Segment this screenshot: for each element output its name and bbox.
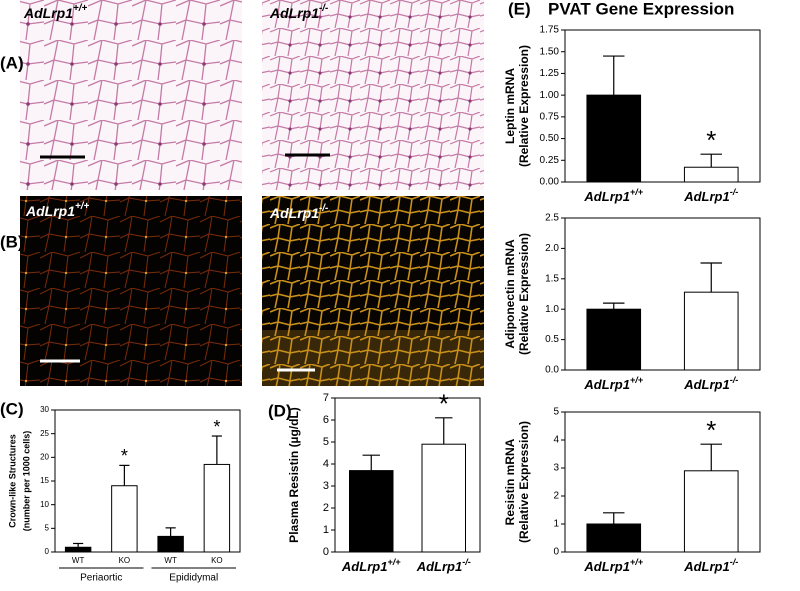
panel-label: (D) <box>268 401 292 420</box>
y-tick-label: 1.25 <box>540 68 560 79</box>
x-tick-label: WT <box>164 556 177 565</box>
y-tick-label: 1 <box>553 519 559 530</box>
y-axis-label: (Relative Expression) <box>517 421 531 543</box>
y-axis-label: (Relative Expression) <box>517 233 531 355</box>
y-tick-label: 0.75 <box>540 111 560 122</box>
y-tick-label: 1.5 <box>545 273 559 284</box>
y-tick-label: 2 <box>553 491 559 502</box>
fluorescence-image <box>262 196 484 386</box>
y-tick-label: 3 <box>553 463 559 474</box>
bar <box>203 463 231 553</box>
y-tick-label: 0.50 <box>540 133 560 144</box>
y-axis-label: Leptin mRNA <box>503 68 517 144</box>
significance-mark: * <box>706 415 716 445</box>
image-label: AdLrp1+/+ <box>25 201 89 219</box>
x-tick-label: KO <box>119 556 131 565</box>
y-tick-label: 1.50 <box>540 46 560 57</box>
group-label: Epididymal <box>169 573 218 584</box>
y-axis-label: Crown-like Structures <box>7 434 17 528</box>
y-tick-label: 0.0 <box>545 365 559 376</box>
panel-label: (A) <box>0 53 24 72</box>
plot-frame <box>564 411 761 553</box>
x-tick-label: AdLrp1-/- <box>683 557 738 574</box>
plot-frame <box>564 217 761 371</box>
panel-label: (B) <box>0 232 24 251</box>
fluorescence-band <box>262 330 484 386</box>
y-tick-label: 20 <box>40 452 49 461</box>
fluorescence-image <box>20 196 242 386</box>
y-tick-label: 0.00 <box>540 177 560 188</box>
x-tick-label: KO <box>211 556 223 565</box>
y-tick-label: 0.5 <box>545 334 559 345</box>
x-tick-label: AdLrp1-/- <box>416 557 471 574</box>
y-tick-label: 30 <box>40 405 49 414</box>
y-tick-label: 15 <box>40 476 49 485</box>
y-tick-label: 10 <box>40 500 49 509</box>
y-tick-label: 5 <box>553 407 559 418</box>
y-tick-label: 0.25 <box>540 155 560 166</box>
group-label: Periaortic <box>80 573 122 584</box>
significance-mark: * <box>706 125 716 155</box>
significance-mark: * <box>439 389 449 419</box>
x-tick-label: AdLrp1+/+ <box>583 557 643 574</box>
y-tick-label: 6 <box>323 414 329 426</box>
y-axis-label: Resistin mRNA <box>503 438 517 525</box>
histology-image <box>20 0 242 190</box>
y-tick-label: 7 <box>323 392 329 404</box>
x-tick-label: AdLrp1+/+ <box>341 557 401 574</box>
x-tick-label: AdLrp1-/- <box>683 375 738 392</box>
y-tick-label: 1.75 <box>540 25 560 36</box>
y-tick-label: 3 <box>323 480 329 492</box>
y-axis-label: (Relative Expression) <box>517 45 531 167</box>
bar <box>586 523 642 553</box>
y-tick-label: 2.5 <box>545 213 559 224</box>
y-tick-label: 2.0 <box>545 243 559 254</box>
y-tick-label: 1.0 <box>545 304 559 315</box>
y-tick-label: 4 <box>553 435 559 446</box>
histology-image <box>262 0 484 190</box>
y-axis-label: (number per 1000 cells) <box>21 431 31 532</box>
bar <box>586 308 642 371</box>
y-tick-label: 0 <box>323 546 329 558</box>
x-tick-label: AdLrp1+/+ <box>583 375 643 392</box>
y-axis-label: Adiponectin mRNA <box>503 239 517 349</box>
bar <box>111 485 138 553</box>
bar <box>349 470 394 553</box>
bar <box>586 94 642 183</box>
bar <box>421 443 466 553</box>
image-label: AdLrp1-/- <box>269 3 328 21</box>
y-tick-label: 2 <box>323 502 329 514</box>
x-tick-label: AdLrp1-/- <box>683 187 738 204</box>
y-tick-label: 1 <box>323 524 329 536</box>
y-tick-label: 0 <box>553 547 559 558</box>
bar <box>683 166 739 183</box>
y-axis-label: Plasma Resistin (µg/dL) <box>287 407 301 543</box>
significance-mark: * <box>121 446 128 466</box>
plot-frame <box>334 397 481 553</box>
y-tick-label: 5 <box>323 436 329 448</box>
image-label: AdLrp1+/+ <box>23 3 87 21</box>
bar <box>64 546 92 553</box>
x-tick-label: WT <box>72 556 85 565</box>
y-tick-label: 25 <box>40 429 49 438</box>
y-tick-label: 5 <box>45 523 50 532</box>
panel-label: (C) <box>0 399 24 418</box>
bar <box>157 535 184 553</box>
bar <box>683 470 739 553</box>
bar <box>683 291 739 371</box>
y-tick-label: 1.00 <box>540 90 560 101</box>
significance-mark: * <box>213 417 220 437</box>
plot-frame <box>564 29 761 183</box>
panel-title: PVAT Gene Expression <box>548 0 734 18</box>
x-tick-label: AdLrp1+/+ <box>583 187 643 204</box>
y-tick-label: 4 <box>323 458 329 470</box>
image-label: AdLrp1-/- <box>269 203 328 221</box>
y-tick-label: 0 <box>45 547 50 556</box>
panel-label: (E) <box>508 0 531 18</box>
